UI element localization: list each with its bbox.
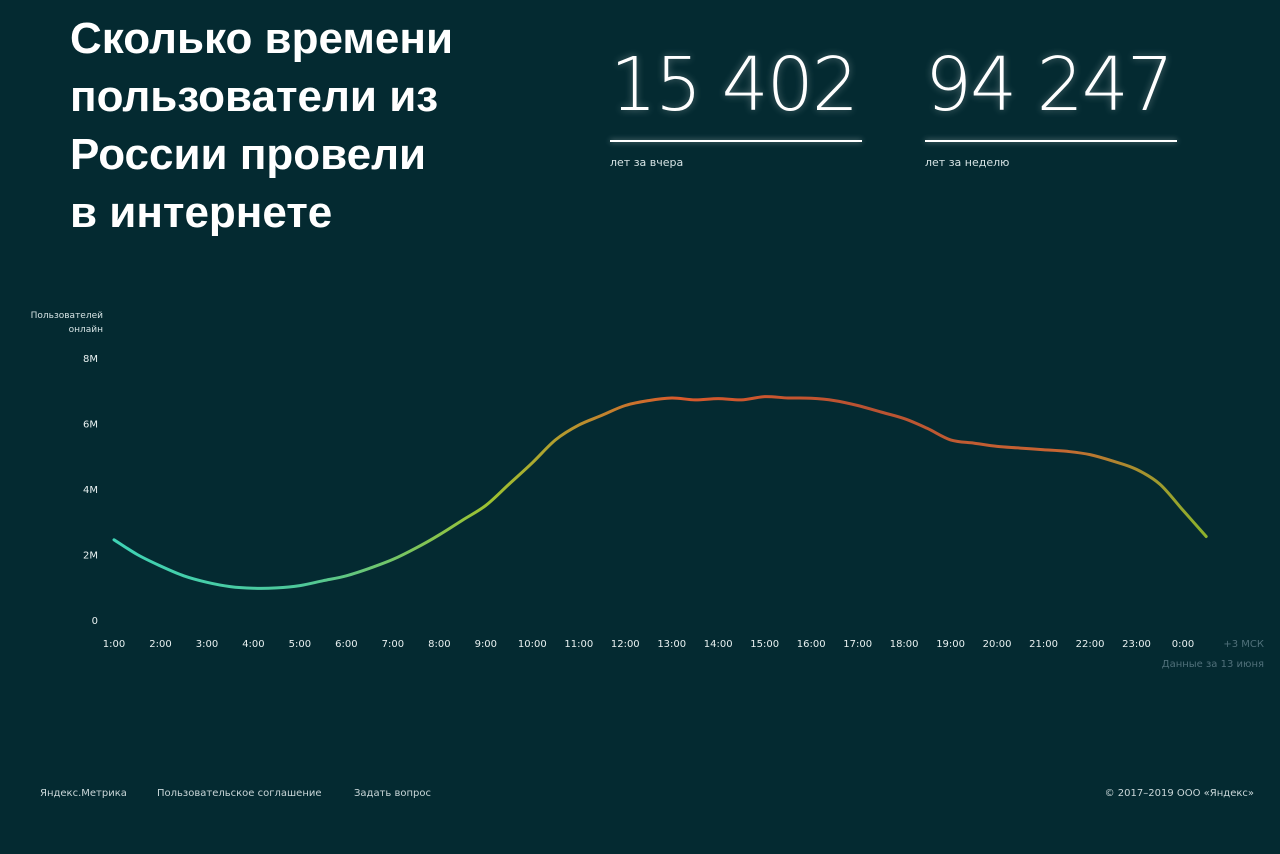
y-tick-label: 4M — [83, 485, 98, 496]
stat-yesterday: 15 402 лет за вчера — [610, 40, 862, 169]
x-tick-label: 18:00 — [890, 639, 919, 650]
x-tick-label: 12:00 — [611, 639, 640, 650]
y-tick-label: 0 — [92, 616, 98, 627]
online-users-chart: Пользователей онлайн 0 2M 4M 6M 8M 1:00 2:00 3… — [31, 311, 1264, 670]
stat-week-value: 94 247 — [925, 42, 1174, 128]
x-tick-label: 15:00 — [750, 639, 779, 650]
data-date-note: Данные за 13 июня — [1162, 659, 1264, 670]
x-tick-label: 8:00 — [428, 639, 450, 650]
x-tick-label: 9:00 — [475, 639, 497, 650]
x-tick-label: 4:00 — [242, 639, 264, 650]
title-line: пользователи из — [70, 72, 439, 121]
x-tick-label: 19:00 — [936, 639, 965, 650]
title-line: в интернете — [70, 188, 333, 237]
x-tick-label: 23:00 — [1122, 639, 1151, 650]
y-axis: 0 2M 4M 6M 8M — [83, 354, 98, 627]
y-axis-title-line: онлайн — [69, 325, 104, 335]
x-axis: 1:00 2:00 3:00 4:00 5:00 6:00 7:00 8:00 9:00 10:0… — [103, 639, 1194, 650]
x-tick-label: 22:00 — [1076, 639, 1105, 650]
x-tick-label: 7:00 — [382, 639, 404, 650]
x-tick-label: 1:00 — [103, 639, 125, 650]
footer-copyright: © 2017–2019 ООО «Яндекс» — [1104, 788, 1254, 799]
page-title: Сколько времени пользователи из России п… — [70, 10, 540, 242]
footer-link-question-text[interactable]: Задать вопрос — [354, 788, 431, 799]
timezone-label: +3 МСК — [1223, 639, 1264, 650]
x-tick-label: 10:00 — [518, 639, 547, 650]
x-tick-label: 11:00 — [564, 639, 593, 650]
stat-yesterday-value: 15 402 — [610, 42, 859, 128]
x-tick-label: 21:00 — [1029, 639, 1058, 650]
y-tick-label: 2M — [83, 551, 98, 562]
x-tick-label: 0:00 — [1172, 639, 1194, 650]
x-tick-label: 17:00 — [843, 639, 872, 650]
stat-divider — [610, 140, 862, 142]
y-axis-title-line: Пользователей — [31, 311, 104, 321]
footer-link-metrika-text[interactable]: Яндекс.Метрика — [40, 788, 127, 799]
title-line: Сколько времени — [70, 14, 454, 63]
x-tick-label: 3:00 — [196, 639, 218, 650]
stat-week: 94 247 лет за неделю — [925, 40, 1177, 169]
x-tick-label: 2:00 — [149, 639, 171, 650]
footer-link-agreement[interactable]: Пользовательское соглашение — [157, 788, 322, 799]
footer-link-metrika[interactable]: Яндекс.Метрика — [40, 788, 127, 799]
y-tick-label: 8M — [83, 354, 98, 365]
x-tick-label: 16:00 — [797, 639, 826, 650]
footer-link-agreement-text[interactable]: Пользовательское соглашение — [157, 788, 322, 799]
stat-divider — [925, 140, 1177, 142]
x-tick-label: 13:00 — [657, 639, 686, 650]
stat-week-caption: лет за неделю — [925, 156, 1010, 169]
x-tick-label: 5:00 — [289, 639, 311, 650]
x-tick-label: 6:00 — [335, 639, 357, 650]
x-tick-label: 14:00 — [704, 639, 733, 650]
series-line — [112, 395, 1208, 590]
x-tick-label: 20:00 — [983, 639, 1012, 650]
y-tick-label: 6M — [83, 420, 98, 431]
footer-link-question[interactable]: Задать вопрос — [354, 788, 431, 799]
title-line: России провели — [70, 130, 427, 179]
stat-yesterday-caption: лет за вчера — [610, 156, 684, 169]
